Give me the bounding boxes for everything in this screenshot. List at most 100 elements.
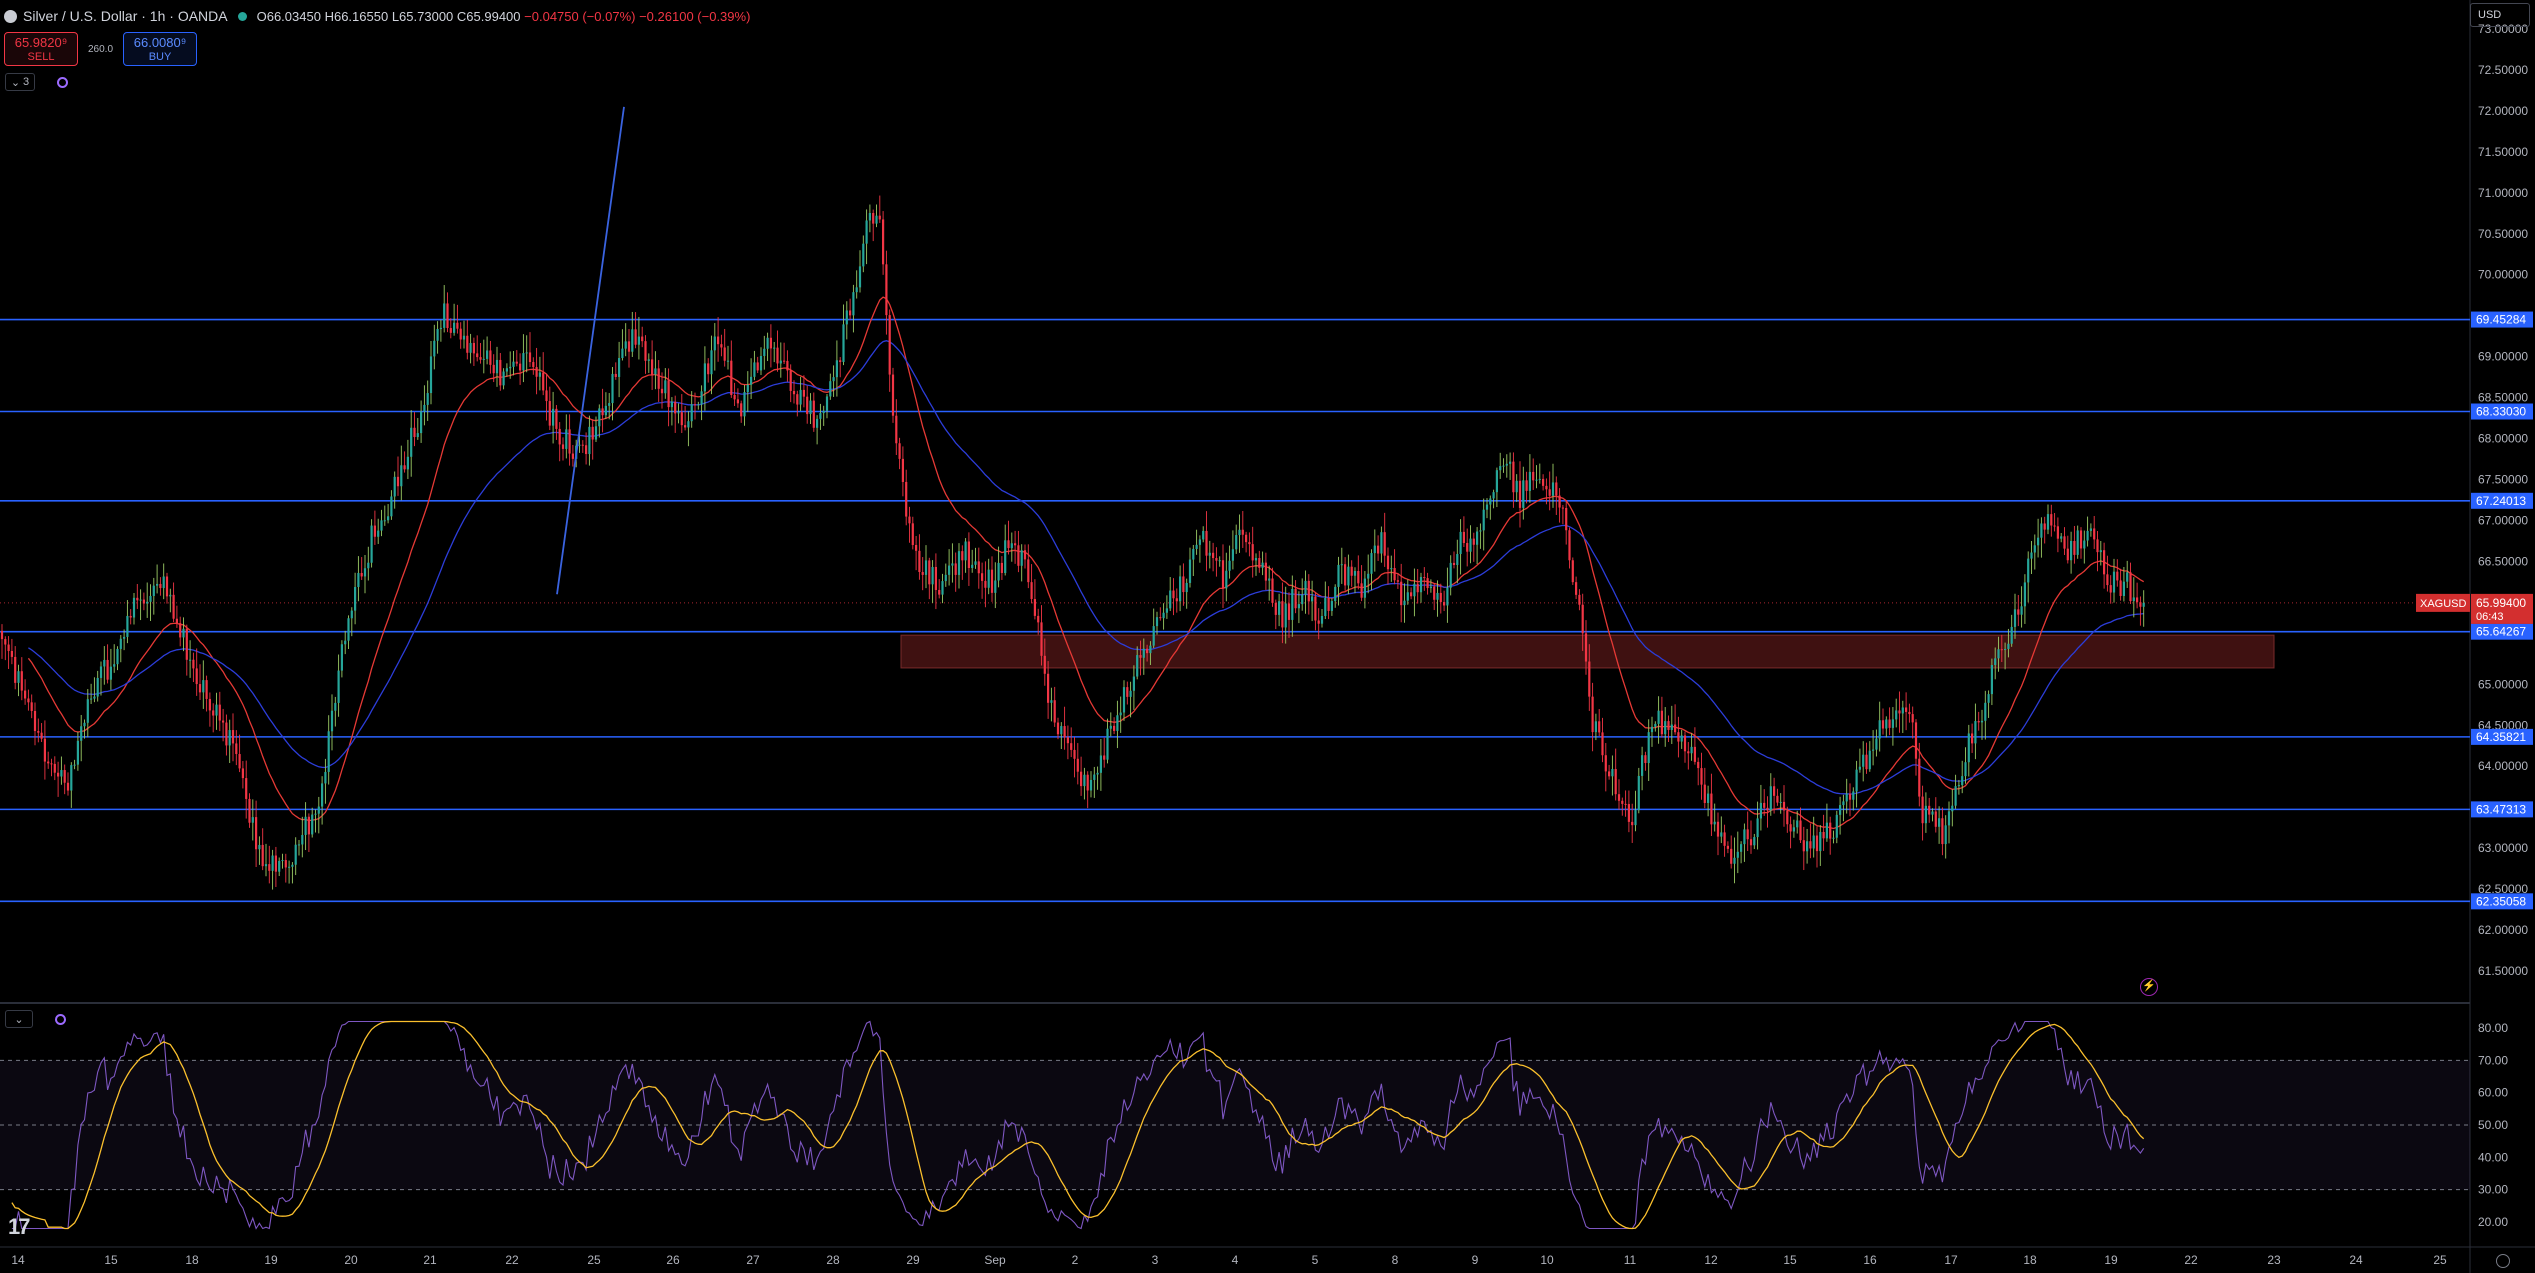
candle-body[interactable] xyxy=(60,770,63,777)
candle-body[interactable] xyxy=(2050,514,2053,526)
candle-body[interactable] xyxy=(882,219,885,265)
candle-body[interactable] xyxy=(1525,480,1528,491)
candle-body[interactable] xyxy=(835,360,838,378)
candle-body[interactable] xyxy=(1845,793,1848,802)
candle-body[interactable] xyxy=(1383,532,1386,556)
candle-body[interactable] xyxy=(924,560,928,575)
candle-body[interactable] xyxy=(703,363,706,392)
candle-body[interactable] xyxy=(1337,564,1340,587)
candle-body[interactable] xyxy=(1885,719,1888,729)
candle-body[interactable] xyxy=(895,415,898,444)
candle-body[interactable] xyxy=(1324,597,1327,616)
candle-body[interactable] xyxy=(1433,586,1436,600)
candle-body[interactable] xyxy=(321,783,324,807)
candle-body[interactable] xyxy=(76,740,79,765)
candle-body[interactable] xyxy=(994,580,997,593)
candle-body[interactable] xyxy=(1271,578,1274,603)
candle-body[interactable] xyxy=(693,404,697,406)
candle-body[interactable] xyxy=(1703,784,1706,803)
candle-body[interactable] xyxy=(231,730,235,744)
candle-body[interactable] xyxy=(1400,581,1403,606)
candle-body[interactable] xyxy=(608,403,611,406)
candle-body[interactable] xyxy=(261,844,264,867)
candle-body[interactable] xyxy=(377,530,380,537)
candle-body[interactable] xyxy=(746,384,749,393)
candle-body[interactable] xyxy=(1116,715,1119,731)
candle-body[interactable] xyxy=(763,348,766,356)
candle-body[interactable] xyxy=(1868,750,1871,770)
candle-body[interactable] xyxy=(1281,601,1284,628)
candle-body[interactable] xyxy=(588,426,591,455)
candle-body[interactable] xyxy=(2060,536,2063,539)
candle-body[interactable] xyxy=(918,550,921,573)
candle-body[interactable] xyxy=(212,710,215,716)
candle-body[interactable] xyxy=(756,362,759,371)
candle-body[interactable] xyxy=(578,444,581,446)
candle-body[interactable] xyxy=(839,360,842,362)
candle-body[interactable] xyxy=(627,341,631,352)
candle-body[interactable] xyxy=(1053,700,1056,723)
candle-body[interactable] xyxy=(561,444,565,449)
candle-body[interactable] xyxy=(1776,795,1779,803)
candle-body[interactable] xyxy=(410,427,413,457)
candle-body[interactable] xyxy=(2043,523,2046,530)
candle-body[interactable] xyxy=(948,565,951,575)
candle-body[interactable] xyxy=(1304,580,1307,595)
candle-body[interactable] xyxy=(416,433,419,438)
candle-body[interactable] xyxy=(1598,721,1601,733)
candle-body[interactable] xyxy=(1452,562,1456,565)
candle-body[interactable] xyxy=(1726,845,1729,849)
candle-body[interactable] xyxy=(502,371,505,386)
candle-body[interactable] xyxy=(1070,743,1073,750)
candle-body[interactable] xyxy=(1707,793,1710,803)
candle-body[interactable] xyxy=(1693,746,1696,762)
candle-body[interactable] xyxy=(2136,597,2139,603)
candle-body[interactable] xyxy=(1380,532,1383,554)
candle-body[interactable] xyxy=(103,659,106,667)
candle-body[interactable] xyxy=(971,564,974,568)
candle-body[interactable] xyxy=(495,359,499,374)
candle-body[interactable] xyxy=(2004,648,2007,650)
candle-body[interactable] xyxy=(129,615,132,618)
candle-body[interactable] xyxy=(594,426,598,440)
candle-body[interactable] xyxy=(1327,597,1330,611)
candle-body[interactable] xyxy=(1938,818,1941,827)
candle-body[interactable] xyxy=(825,396,829,411)
candle-body[interactable] xyxy=(1697,761,1700,769)
candle-body[interactable] xyxy=(1891,719,1894,728)
candle-body[interactable] xyxy=(429,356,433,394)
candle-body[interactable] xyxy=(1644,755,1647,764)
candle-body[interactable] xyxy=(1924,805,1927,824)
candle-body[interactable] xyxy=(1235,535,1238,550)
candle-body[interactable] xyxy=(1743,829,1746,845)
candle-body[interactable] xyxy=(1254,558,1258,561)
candle-body[interactable] xyxy=(1466,542,1469,552)
candle-body[interactable] xyxy=(1865,754,1868,770)
candle-body[interactable] xyxy=(535,367,538,377)
candle-body[interactable] xyxy=(1733,857,1736,864)
candle-body[interactable] xyxy=(1736,851,1739,858)
candle-body[interactable] xyxy=(238,754,241,769)
candle-body[interactable] xyxy=(271,855,274,871)
candle-body[interactable] xyxy=(1875,738,1878,750)
candle-body[interactable] xyxy=(278,860,281,872)
candle-body[interactable] xyxy=(2017,609,2020,615)
candle-body[interactable] xyxy=(53,763,56,773)
candle-body[interactable] xyxy=(987,569,990,588)
candle-body[interactable] xyxy=(185,628,188,660)
currency-select[interactable]: USD xyxy=(2470,3,2530,27)
candle-body[interactable] xyxy=(822,410,825,414)
candle-body[interactable] xyxy=(2103,550,2106,575)
candle-body[interactable] xyxy=(472,342,475,354)
candle-body[interactable] xyxy=(2007,643,2010,649)
candle-body[interactable] xyxy=(806,396,809,415)
candle-body[interactable] xyxy=(997,562,1000,581)
candle-body[interactable] xyxy=(1716,821,1720,837)
candle-body[interactable] xyxy=(512,361,515,367)
candle-body[interactable] xyxy=(2027,558,2030,583)
candle-body[interactable] xyxy=(753,362,756,377)
candle-body[interactable] xyxy=(1990,665,1993,695)
candle-body[interactable] xyxy=(1967,733,1970,763)
candle-body[interactable] xyxy=(126,615,129,637)
candle-body[interactable] xyxy=(1106,728,1109,760)
